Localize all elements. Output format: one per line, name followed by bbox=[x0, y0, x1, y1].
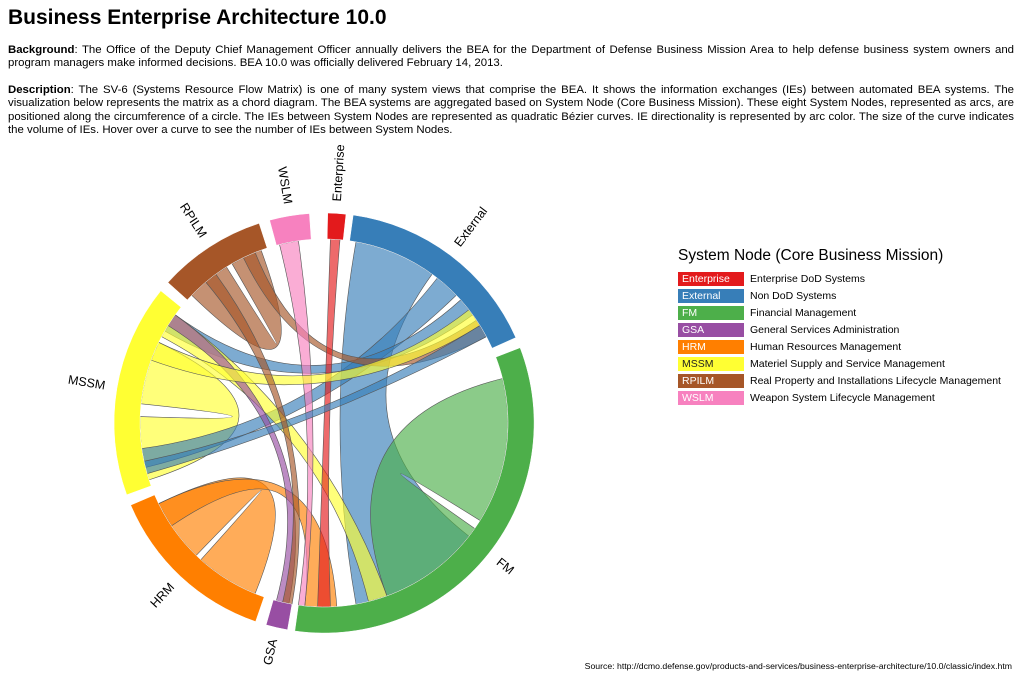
legend-label: Enterprise DoD Systems bbox=[750, 272, 865, 285]
group-label-gsa: GSA bbox=[261, 637, 281, 667]
legend-label: Financial Management bbox=[750, 306, 857, 319]
legend-label: Real Property and Installations Lifecycl… bbox=[750, 374, 1001, 387]
group-label-external: External bbox=[451, 204, 490, 249]
description-paragraph: Description: The SV-6 (Systems Resource … bbox=[8, 84, 1014, 138]
description-text: : The SV-6 (Systems Resource Flow Matrix… bbox=[8, 84, 1014, 137]
group-arc-mssm[interactable] bbox=[113, 290, 182, 496]
legend-item-fm: FM Financial Management bbox=[678, 304, 1018, 321]
source-citation: Source: http://dcmo.defense.gov/products… bbox=[584, 661, 1012, 671]
group-label-mssm: MSSM bbox=[67, 373, 106, 393]
legend-item-enterprise: Enterprise Enterprise DoD Systems bbox=[678, 270, 1018, 287]
legend-item-mssm: MSSM Materiel Supply and Service Manageme… bbox=[678, 355, 1018, 372]
group-arc-external[interactable] bbox=[349, 214, 517, 349]
group-label-hrm: HRM bbox=[148, 580, 178, 610]
legend-label: Human Resources Management bbox=[750, 340, 902, 353]
group-arc-hrm[interactable] bbox=[130, 494, 265, 622]
legend-swatch: HRM bbox=[678, 339, 744, 354]
group-arc-rpilm[interactable] bbox=[167, 222, 268, 301]
legend-title: System Node (Core Business Mission) bbox=[678, 247, 944, 264]
background-paragraph: Background: The Office of the Deputy Chi… bbox=[8, 44, 1014, 71]
chord-diagram: Enterprise External FM GSA HRM MSSM RPILM WSLM bbox=[67, 144, 535, 667]
background-text: : The Office of the Deputy Chief Managem… bbox=[8, 44, 1014, 70]
group-label-rpilm: RPILM bbox=[177, 201, 210, 241]
legend-swatch: GSA bbox=[678, 322, 744, 337]
group-arc-fm[interactable] bbox=[294, 347, 535, 634]
legend-swatch: Enterprise bbox=[678, 271, 744, 286]
legend-swatch: WSLM bbox=[678, 390, 744, 405]
legend-item-gsa: GSA General Services Administration bbox=[678, 321, 1018, 338]
legend-swatch: RPILM bbox=[678, 373, 744, 388]
group-label-enterprise: Enterprise bbox=[330, 144, 347, 202]
group-arc-gsa[interactable] bbox=[265, 599, 293, 631]
group-arc-enterprise[interactable] bbox=[326, 212, 347, 241]
legend-item-rpilm: RPILM Real Property and Installations Lif… bbox=[678, 372, 1018, 389]
legend-swatch: External bbox=[678, 288, 744, 303]
legend: System Node (Core Business Mission) Ente… bbox=[678, 247, 1018, 406]
background-label: Background bbox=[8, 44, 75, 56]
group-label-fm: FM bbox=[494, 555, 517, 577]
chord-ribbon[interactable] bbox=[370, 378, 509, 597]
legend-item-hrm: HRM Human Resources Management bbox=[678, 338, 1018, 355]
legend-list: Enterprise Enterprise DoD Systems External… bbox=[678, 270, 1018, 406]
legend-label: Weapon System Lifecycle Management bbox=[750, 391, 935, 404]
group-label-wslm: WSLM bbox=[275, 166, 295, 205]
legend-swatch: MSSM bbox=[678, 356, 744, 371]
group-arc-wslm[interactable] bbox=[269, 213, 312, 246]
chord-ribbons bbox=[139, 238, 509, 608]
legend-label: Materiel Supply and Service Management bbox=[750, 357, 945, 370]
legend-swatch: FM bbox=[678, 305, 744, 320]
description-label: Description bbox=[8, 84, 71, 96]
page-title: Business Enterprise Architecture 10.0 bbox=[8, 6, 387, 29]
legend-label: Non DoD Systems bbox=[750, 289, 837, 302]
legend-item-wslm: WSLM Weapon System Lifecycle Management bbox=[678, 389, 1018, 406]
chord-ribbon[interactable] bbox=[317, 238, 341, 608]
legend-item-external: External Non DoD Systems bbox=[678, 287, 1018, 304]
legend-label: General Services Administration bbox=[750, 323, 900, 336]
